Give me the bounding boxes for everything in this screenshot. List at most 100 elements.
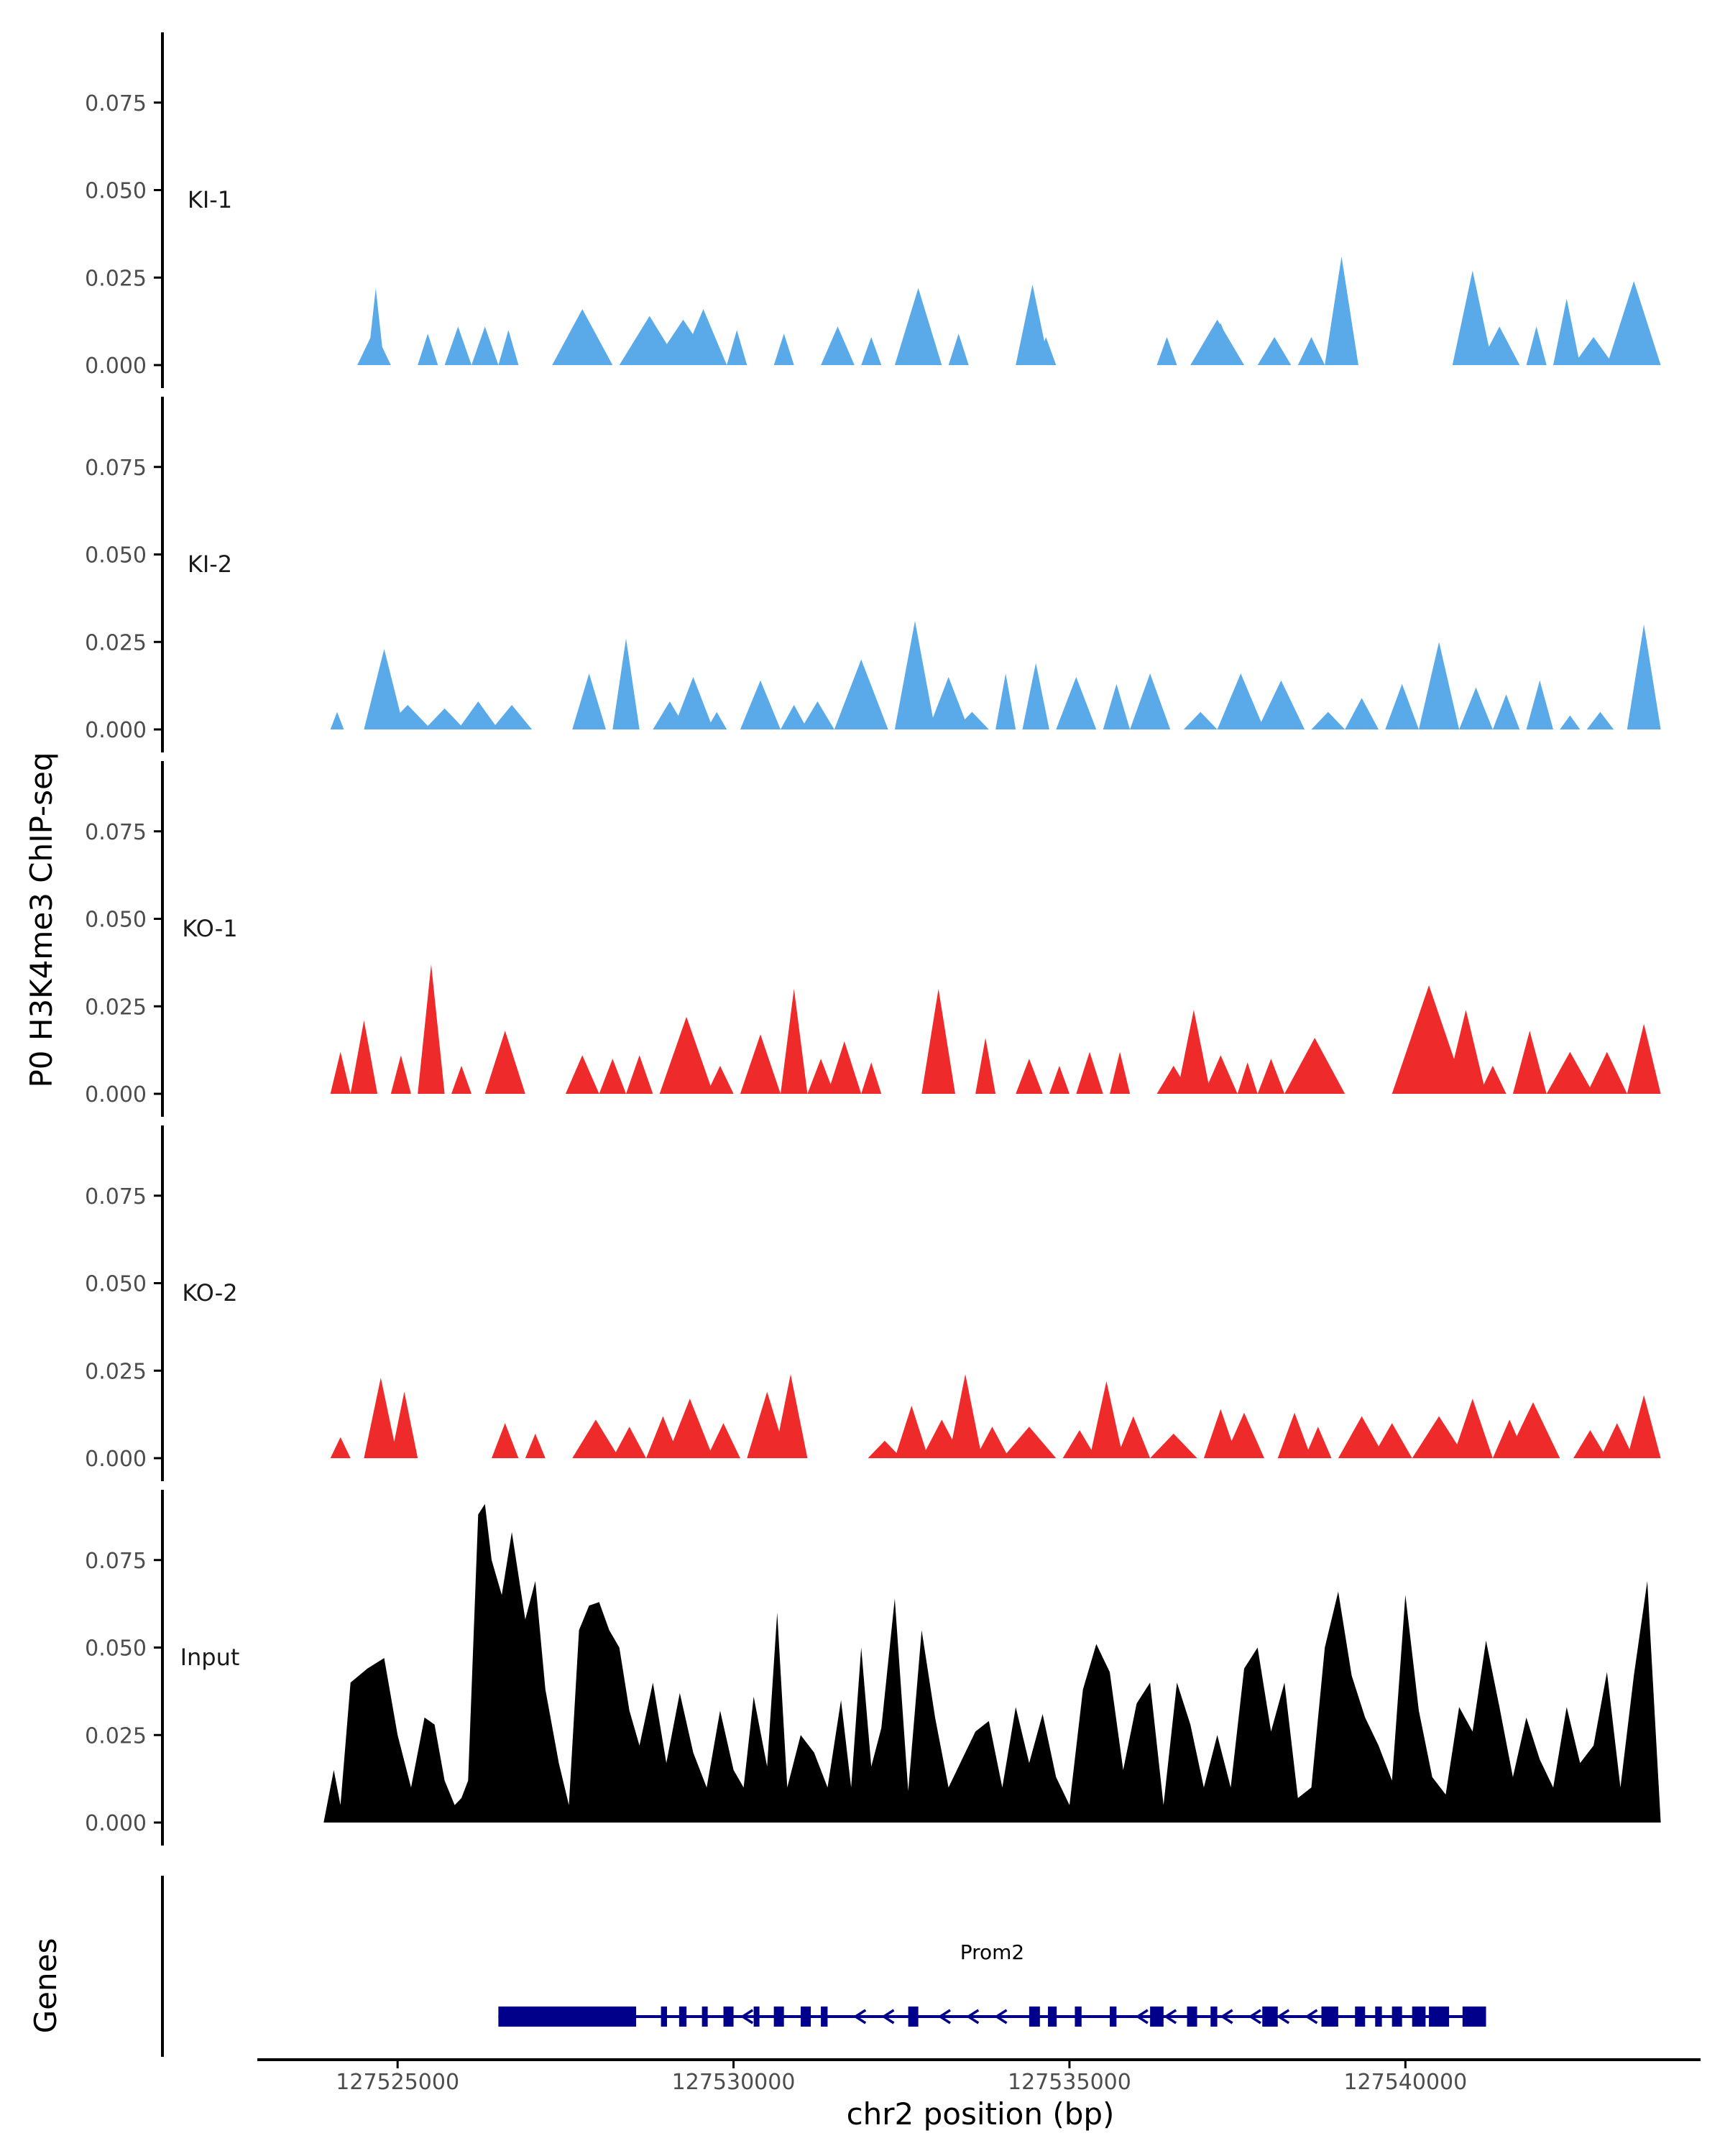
signal-peak-ko-2 bbox=[612, 1427, 646, 1458]
signal-peak-ko-2 bbox=[666, 1399, 714, 1458]
signal-peak-ki-2 bbox=[1217, 673, 1264, 729]
signal-peak-ki-2 bbox=[424, 708, 465, 729]
signal-peak-ko-2 bbox=[948, 1374, 983, 1458]
gene-exon bbox=[1075, 2007, 1082, 2027]
gene-exon bbox=[661, 2007, 668, 2027]
gene-exon bbox=[1048, 2007, 1057, 2027]
signal-peak-ko-1 bbox=[807, 1059, 834, 1094]
y-tick-label-ki-1: 0.075 bbox=[85, 91, 147, 116]
signal-peak-ki-1 bbox=[1325, 257, 1358, 365]
y-tick-label-ki-2: 0.000 bbox=[85, 718, 147, 743]
signal-peak-ki-1 bbox=[472, 326, 499, 365]
strand-arrow bbox=[1276, 2009, 1290, 2024]
signal-peak-ko-1 bbox=[1016, 1059, 1043, 1094]
panel-ki-1: 0.000 0.025 0.050 0.075 KI-1 bbox=[85, 32, 1661, 388]
signal-peak-ki-2 bbox=[384, 704, 431, 729]
y-tick-label-ko-2: 0.075 bbox=[85, 1184, 147, 1210]
signal-peak-ko-2 bbox=[330, 1437, 351, 1458]
signal-peak-ki-2 bbox=[894, 621, 935, 729]
y-tick-label-ki-2: 0.025 bbox=[85, 630, 147, 655]
signal-peak-ko-2 bbox=[1150, 1433, 1197, 1458]
signal-peak-ko-2 bbox=[1203, 1409, 1238, 1458]
gene-exon bbox=[723, 2007, 734, 2027]
signal-peak-ki-2 bbox=[1459, 687, 1493, 729]
x-axis-title: chr2 position (bp) bbox=[847, 2096, 1115, 2132]
signal-peak-ko-1 bbox=[599, 1059, 626, 1094]
track-label-ko-2: KO-2 bbox=[182, 1279, 237, 1307]
gene-track-panel: Prom2 bbox=[161, 1876, 1486, 2057]
x-tick-label: 127540000 bbox=[1343, 2070, 1467, 2095]
signal-peak-ko-2 bbox=[1627, 1395, 1661, 1458]
signal-peak-ko-2 bbox=[1573, 1430, 1607, 1458]
signal-peak-ko-2 bbox=[1305, 1427, 1332, 1458]
gene-exon bbox=[1029, 2007, 1040, 2027]
signal-peak-ki-1 bbox=[1016, 285, 1049, 365]
signal-peak-ki-1 bbox=[1573, 337, 1614, 365]
signal-peak-ko-2 bbox=[1116, 1416, 1151, 1458]
signal-peak-ko-1 bbox=[740, 1034, 781, 1094]
y-tick-label-ko-1: 0.050 bbox=[85, 908, 147, 933]
signal-peak-ko-1 bbox=[1076, 1051, 1103, 1094]
signal-peak-ko-2 bbox=[1338, 1416, 1386, 1458]
signal-peak-ko-1 bbox=[484, 1031, 525, 1094]
signal-peak-ko-2 bbox=[1062, 1430, 1097, 1458]
gene-exon bbox=[1429, 2007, 1450, 2027]
y-tick-label-ko-2: 0.050 bbox=[85, 1272, 147, 1297]
strand-arrow bbox=[881, 2009, 895, 2024]
signal-peak-ki-1 bbox=[498, 330, 519, 365]
gene-exon bbox=[1355, 2007, 1366, 2027]
signal-peak-ki-2 bbox=[492, 704, 533, 729]
signal-peak-ki-2 bbox=[612, 638, 640, 729]
gene-exon bbox=[1262, 2007, 1278, 2027]
signal-peak-ko-1 bbox=[1110, 1051, 1131, 1094]
signal-peak-ki-1 bbox=[1553, 298, 1581, 365]
signal-peak-ki-2 bbox=[1560, 715, 1581, 729]
signal-peak-ki-2 bbox=[1103, 683, 1131, 729]
gene-exon bbox=[1187, 2007, 1197, 2027]
signal-peak-ko-2 bbox=[747, 1391, 788, 1458]
signal-peak-ko-2 bbox=[364, 1378, 398, 1458]
signal-peak-ko-2 bbox=[894, 1406, 929, 1458]
signal-peak-ko-2 bbox=[1002, 1427, 1057, 1458]
signal-peak-ko-2 bbox=[1090, 1381, 1123, 1458]
gene-exon bbox=[1110, 2007, 1117, 2027]
y-tick-label-ki-1: 0.025 bbox=[85, 266, 147, 291]
signal-peak-ko-1 bbox=[781, 988, 808, 1094]
y-tick-label-ki-1: 0.050 bbox=[85, 179, 147, 204]
signal-peak-ki-2 bbox=[1056, 677, 1097, 729]
y-tick-label-ki-2: 0.075 bbox=[85, 456, 147, 481]
panel-ko-1: 0.000 0.025 0.050 0.075 KO-1 bbox=[85, 761, 1661, 1117]
signal-peak-ko-1 bbox=[451, 1066, 472, 1094]
y-tick-label-input: 0.025 bbox=[85, 1723, 147, 1749]
y-tick-label-ko-2: 0.000 bbox=[85, 1447, 147, 1472]
signal-peak-ki-2 bbox=[995, 673, 1016, 729]
signal-peak-ki-2 bbox=[673, 677, 714, 729]
signal-peak-ki-1 bbox=[552, 309, 613, 365]
y-tick-label-input: 0.050 bbox=[85, 1636, 147, 1662]
signal-peak-ko-2 bbox=[975, 1427, 1009, 1458]
signal-peak-ko-2 bbox=[1371, 1423, 1412, 1458]
strand-arrow bbox=[740, 2009, 754, 2024]
signal-peak-ki-2 bbox=[572, 673, 606, 729]
panel-ko-2: 0.000 0.025 0.050 0.075 KO-2 bbox=[85, 1125, 1661, 1481]
signal-peak-ki-2 bbox=[1492, 694, 1520, 729]
signal-peak-ki-2 bbox=[1022, 663, 1049, 729]
signal-peak-ko-1 bbox=[1479, 1066, 1506, 1094]
strand-arrow bbox=[1305, 2009, 1318, 2024]
signal-peak-ki-1 bbox=[821, 326, 855, 365]
strand-arrow bbox=[1220, 2009, 1233, 2024]
signal-peak-ko-1 bbox=[1237, 1062, 1258, 1094]
signal-peak-ki-2 bbox=[1526, 680, 1553, 729]
signal-peak-ki-1 bbox=[1257, 337, 1292, 365]
signal-peak-ko-2 bbox=[707, 1423, 740, 1458]
signal-peak-ki-1 bbox=[418, 333, 438, 365]
signal-peak-ko-1 bbox=[350, 1020, 378, 1094]
signal-peak-ki-1 bbox=[1297, 337, 1325, 365]
signal-peak-ki-2 bbox=[955, 711, 989, 729]
x-tick-label: 127530000 bbox=[672, 2070, 796, 2095]
signal-peak-ki-2 bbox=[1385, 683, 1419, 729]
y-axis-title: P0 H3K4me3 ChIP-seq bbox=[24, 752, 59, 1087]
signal-peak-ko-2 bbox=[390, 1391, 418, 1458]
gene-exon bbox=[1210, 2007, 1218, 2027]
